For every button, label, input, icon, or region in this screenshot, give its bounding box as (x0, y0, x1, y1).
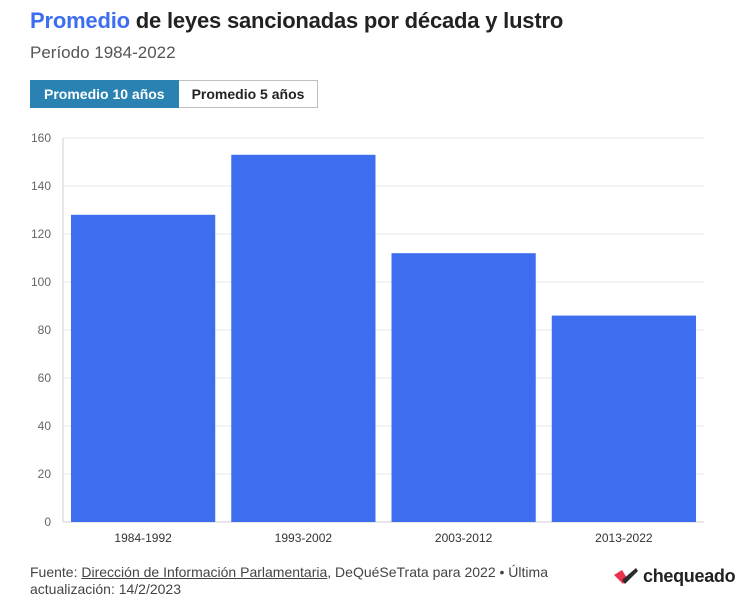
source-note: Fuente: Dirección de Información Parlame… (30, 564, 590, 598)
source-rest: , DeQuéSeTrata para 2022 • Última actual… (30, 564, 548, 597)
x-tick-label: 2003-2012 (435, 531, 493, 545)
tab-promedio-5[interactable]: Promedio 5 años (178, 80, 319, 108)
brand-logo: chequeado (613, 566, 736, 587)
period-tabs: Promedio 10 años Promedio 5 años (30, 80, 319, 108)
source-link[interactable]: Dirección de Información Parlamentaria (81, 564, 328, 580)
bar (71, 214, 216, 523)
chequeado-logo-icon (614, 567, 638, 584)
y-tick-label: 60 (38, 371, 52, 385)
y-tick-label: 80 (38, 323, 52, 337)
bar (391, 253, 536, 522)
y-tick-label: 140 (31, 179, 51, 193)
chart-subtitle: Período 1984-2022 (30, 43, 176, 62)
title-text: de leyes sancionadas por década y lustro (129, 8, 564, 33)
bar (231, 154, 376, 523)
x-tick-label: 1984-1992 (114, 531, 172, 545)
y-tick-label: 100 (31, 275, 51, 289)
source-prefix: Fuente: (30, 564, 82, 580)
y-tick-label: 40 (38, 419, 52, 433)
x-tick-label: 1993-2002 (275, 531, 333, 545)
brand-name: chequeado (643, 566, 736, 586)
x-tick-label: 2013-2022 (595, 531, 653, 545)
bar (551, 315, 696, 522)
y-tick-label: 20 (38, 467, 52, 481)
y-tick-label: 0 (44, 515, 51, 529)
y-tick-label: 120 (31, 227, 51, 241)
y-tick-label: 160 (31, 131, 51, 145)
chart-title: Promedio de leyes sancionadas por década… (30, 8, 563, 34)
title-highlight: Promedio (30, 8, 130, 33)
bar-chart: 0 20 40 60 80 100 120 140 160 1984-1992 1993-2002 2… (31, 131, 704, 545)
tab-promedio-10[interactable]: Promedio 10 años (30, 80, 179, 108)
